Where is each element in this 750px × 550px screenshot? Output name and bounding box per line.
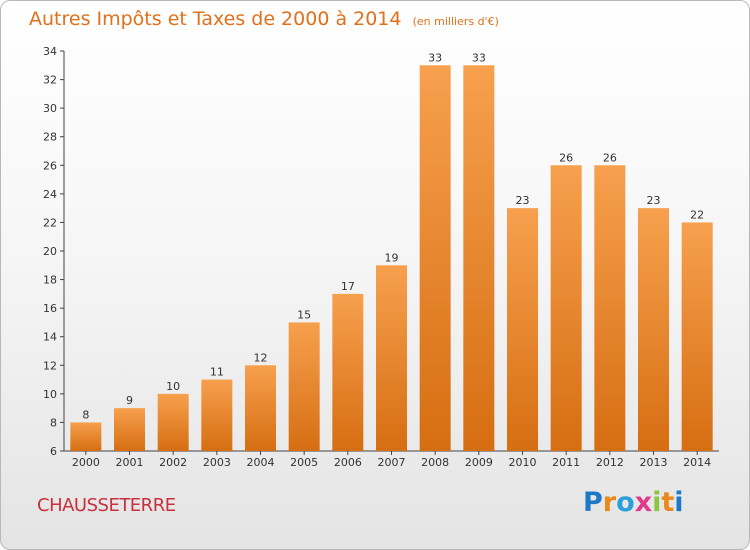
bar-2014 <box>681 222 713 451</box>
x-tick-label: 2001 <box>116 456 144 469</box>
data-label-2014: 22 <box>690 208 704 221</box>
y-tick-label: 16 <box>43 302 57 315</box>
y-tick-label: 26 <box>43 159 57 172</box>
y-tick-label: 22 <box>43 216 57 229</box>
bar-2010 <box>507 208 538 451</box>
commune-name: CHAUSSETERRE <box>37 495 176 516</box>
logo-letter: o <box>616 487 635 518</box>
x-tick-label: 2008 <box>421 456 449 469</box>
bar-2001 <box>114 408 145 451</box>
x-tick-label: 2005 <box>290 456 318 469</box>
data-label-2002: 10 <box>166 380 180 393</box>
data-label-2011: 26 <box>559 151 573 164</box>
x-tick-label: 2013 <box>640 456 668 469</box>
proxiti-logo: Proxiti <box>583 487 684 518</box>
y-tick-label: 14 <box>43 331 57 344</box>
bars <box>70 65 713 452</box>
logo-letter: r <box>602 487 617 518</box>
data-labels: 8 9 10 11 12 15 17 19 33 33 23 26 26 23 22 <box>82 51 704 421</box>
y-tick-label: 12 <box>43 359 57 372</box>
data-label-2010: 23 <box>516 194 530 207</box>
data-label-2003: 11 <box>210 366 224 379</box>
logo-letter: P <box>583 487 603 518</box>
x-tick-label: 2014 <box>683 456 711 469</box>
y-tick-label: 20 <box>43 245 57 258</box>
data-label-2009: 33 <box>472 51 486 64</box>
logo-letter: i <box>652 487 662 518</box>
y-tick-label: 18 <box>43 274 57 287</box>
y-tick-label: 32 <box>43 74 57 87</box>
chart-title-block: Autres Impôts et Taxes de 2000 à 2014 (e… <box>29 8 499 30</box>
y-tick-label: 28 <box>43 131 57 144</box>
data-label-2001: 9 <box>126 394 133 407</box>
bar-2003 <box>201 379 233 451</box>
data-label-2000: 8 <box>82 408 89 421</box>
data-label-2007: 19 <box>385 251 399 264</box>
bar-2011 <box>550 165 582 452</box>
bar-2012 <box>594 165 626 452</box>
x-tick-label: 2012 <box>596 456 624 469</box>
x-tick-label: 2000 <box>72 456 100 469</box>
x-tick-label: 2010 <box>509 456 537 469</box>
x-tick-label: 2004 <box>247 456 275 469</box>
data-label-2004: 12 <box>254 351 268 364</box>
y-tick-label: 6 <box>50 445 57 458</box>
chart-title: Autres Impôts et Taxes de 2000 à 2014 <box>29 8 402 30</box>
logo-letter: t <box>661 487 675 518</box>
y-tick-label: 10 <box>43 388 57 401</box>
data-label-2012: 26 <box>603 151 617 164</box>
bar-2008 <box>419 65 451 452</box>
bar-2004 <box>245 365 276 451</box>
x-tick-label: 2011 <box>552 456 580 469</box>
x-tick-label: 2006 <box>334 456 362 469</box>
data-label-2008: 33 <box>428 51 442 64</box>
y-tick-label: 30 <box>43 102 57 115</box>
bar-2009 <box>463 65 495 452</box>
bar-2007 <box>376 265 407 451</box>
bar-2000 <box>70 422 102 451</box>
bar-2013 <box>638 208 669 451</box>
bar-2006 <box>332 293 364 451</box>
bar-2005 <box>288 322 320 451</box>
logo-letter: i <box>674 487 684 518</box>
x-tick-label: 2007 <box>378 456 406 469</box>
bar-2002 <box>157 393 189 451</box>
logo-letter: x <box>634 487 653 518</box>
x-tick-label: 2003 <box>203 456 231 469</box>
y-tick-label: 8 <box>50 416 57 429</box>
data-label-2006: 17 <box>341 280 355 293</box>
data-label-2013: 23 <box>647 194 661 207</box>
y-tick-label: 34 <box>43 45 57 58</box>
chart-unit: (en milliers d'€) <box>412 15 499 28</box>
x-tick-label: 2009 <box>465 456 493 469</box>
x-tick-label: 2002 <box>159 456 187 469</box>
y-tick-label: 24 <box>43 188 57 201</box>
data-label-2005: 15 <box>297 308 311 321</box>
